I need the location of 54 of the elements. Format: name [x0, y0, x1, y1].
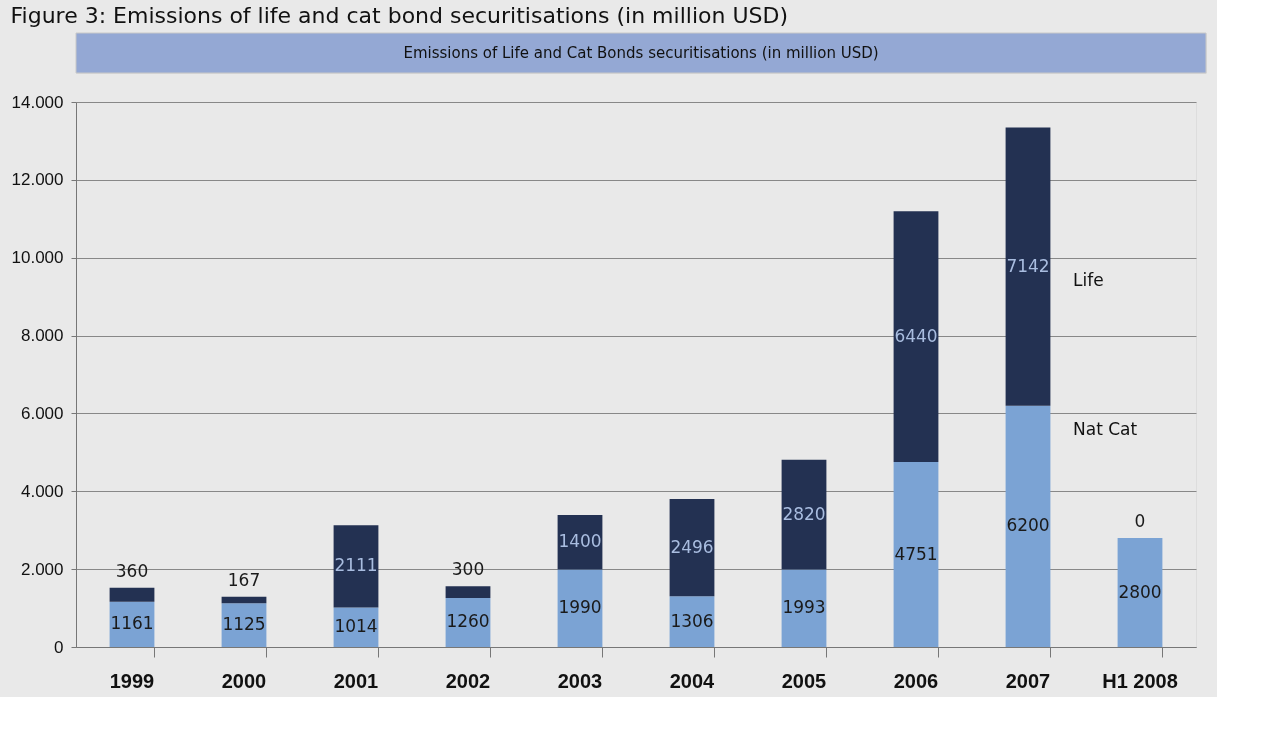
chart-subtitle: Emissions of Life and Cat Bonds securitisations (in million USD): [403, 44, 879, 62]
data-label: 1993: [782, 597, 826, 618]
data-label: 2820: [782, 503, 826, 524]
series-label: Nat Cat: [1073, 418, 1138, 439]
data-label: 1990: [558, 597, 602, 618]
data-label: 0: [1134, 511, 1146, 531]
data-label: 360: [115, 560, 149, 581]
data-label: 1125: [222, 614, 266, 635]
y-tick-label: 10.000: [11, 248, 64, 268]
x-tick-label: 2000: [221, 669, 267, 692]
x-tick-label: 2002: [445, 669, 491, 692]
y-tick-label: 12.000: [11, 170, 64, 190]
data-label: 1014: [334, 616, 378, 637]
data-label: 1400: [558, 531, 602, 552]
y-tick-label: 8.000: [20, 326, 64, 346]
y-tick-label: 6.000: [20, 403, 64, 423]
data-label: 7142: [1006, 255, 1050, 276]
y-tick-label: 2.000: [20, 559, 64, 579]
bar: [1117, 538, 1163, 647]
bar: [1005, 127, 1051, 406]
data-label: 2111: [334, 555, 378, 576]
bar: [445, 586, 491, 598]
bar: [781, 569, 827, 647]
bar: [781, 459, 827, 570]
x-tick-label: 2006: [893, 669, 939, 692]
bar: [333, 525, 379, 608]
data-label: 167: [227, 569, 261, 590]
data-label: 4751: [894, 543, 938, 564]
bar: [893, 462, 939, 647]
x-tick-label: 2001: [333, 669, 379, 692]
data-label: 2800: [1118, 581, 1162, 602]
bar: [1005, 405, 1051, 647]
bar: [221, 596, 267, 604]
x-tick-label: 2004: [669, 669, 716, 692]
bar: [109, 587, 155, 602]
bar: [893, 211, 939, 463]
data-label: 6200: [1006, 515, 1050, 536]
y-tick-label: 4.000: [20, 481, 64, 501]
y-tick-label: 0: [54, 637, 64, 657]
data-label: 6440: [894, 325, 938, 346]
x-tick-label: 2003: [557, 669, 603, 692]
bar: [669, 498, 715, 597]
x-tick-label: 2007: [1005, 669, 1051, 692]
data-label: 300: [451, 559, 485, 580]
x-tick-label: 1999: [109, 669, 155, 692]
y-tick-label: 14.000: [11, 92, 64, 112]
chart-title: Figure 3: Emissions of life and cat bond securitisations (in million USD): [10, 3, 788, 28]
x-tick-label: 2005: [781, 669, 827, 692]
x-tick-label: H1 2008: [1102, 669, 1178, 692]
data-label: 1260: [446, 611, 490, 632]
data-label: 1161: [110, 613, 154, 634]
series-label: Life: [1073, 269, 1104, 290]
data-label: 1306: [670, 610, 714, 631]
data-label: 2496: [670, 536, 714, 557]
